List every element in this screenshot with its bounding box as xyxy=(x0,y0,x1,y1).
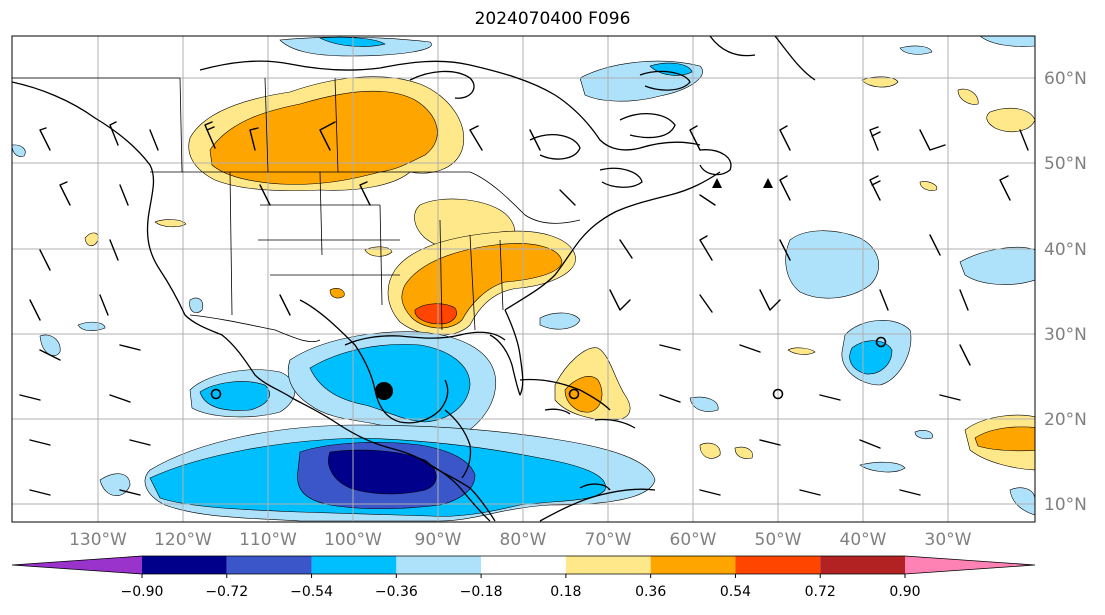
colorbar-tick-label: −0.90 xyxy=(121,584,164,600)
colorbar-tick-label: 0.18 xyxy=(550,584,581,600)
lon-label: 60°W xyxy=(670,530,717,550)
colorbar-tick-label: 0.90 xyxy=(889,584,920,600)
colorbar-bin xyxy=(735,556,821,574)
lat-label: 40°N xyxy=(1044,240,1087,260)
lon-label: 100°W xyxy=(324,530,382,550)
low-center-marker xyxy=(875,336,887,348)
lat-label: 20°N xyxy=(1044,410,1087,430)
colorbar-bin xyxy=(142,556,227,574)
colorbar-tick-label: −0.18 xyxy=(460,584,503,600)
low-center-marker xyxy=(210,388,222,400)
colorbar-bin xyxy=(311,556,397,574)
map-frame xyxy=(11,35,1036,523)
colorbar-tick-label: −0.36 xyxy=(375,584,418,600)
lon-label: 30°W xyxy=(925,530,972,550)
colorbar-tick-label: 0.36 xyxy=(635,584,666,600)
shaded-anomaly-fields xyxy=(12,36,1035,522)
coastlines xyxy=(12,36,816,522)
lon-label: 110°W xyxy=(239,530,297,550)
lon-label: 50°W xyxy=(755,530,802,550)
lon-label: 70°W xyxy=(585,530,632,550)
colorbar-bin xyxy=(396,556,482,574)
lat-label: 60°N xyxy=(1044,69,1087,89)
colorbar-bin xyxy=(820,556,905,574)
colorbar-tick-label: 0.54 xyxy=(720,584,751,600)
colorbar: −0.90 −0.72 −0.54 −0.36 −0.18 0.18 0.36 0.54 0.7… xyxy=(11,555,1036,600)
colorbar-tick-label: −0.54 xyxy=(290,584,333,600)
wind-barbs xyxy=(19,121,1029,496)
storm-center-marker xyxy=(375,382,393,400)
lat-label: 50°N xyxy=(1044,154,1087,174)
political-borders xyxy=(12,77,581,343)
triangle-marker xyxy=(763,178,773,188)
latitude-labels: 60°N 50°N 40°N 30°N 20°N 10°N xyxy=(1044,69,1087,515)
colorbar-tick-label: 0.72 xyxy=(805,584,836,600)
colorbar-bin xyxy=(650,556,736,574)
colorbar-bin xyxy=(565,556,651,574)
longitude-labels: 130°W 120°W 110°W 100°W 90°W 80°W 70°W 6… xyxy=(69,530,972,550)
low-center-marker xyxy=(568,388,580,400)
colorbar-tick-label: −0.72 xyxy=(205,584,248,600)
lon-label: 90°W xyxy=(415,530,462,550)
colorbar-bin xyxy=(226,556,312,574)
lat-label: 10°N xyxy=(1044,495,1087,515)
colorbar-bin xyxy=(481,556,566,574)
lon-label: 80°W xyxy=(500,530,547,550)
triangle-marker xyxy=(712,178,722,188)
lon-label: 130°W xyxy=(69,530,127,550)
lon-label: 120°W xyxy=(154,530,212,550)
colorbar-extend-max xyxy=(905,556,1035,574)
lat-label: 30°N xyxy=(1044,325,1087,345)
lon-label: 40°W xyxy=(840,530,887,550)
map-title: 2024070400 F096 xyxy=(474,9,631,29)
low-center-marker xyxy=(772,388,784,400)
colorbar-extend-min xyxy=(12,556,142,574)
